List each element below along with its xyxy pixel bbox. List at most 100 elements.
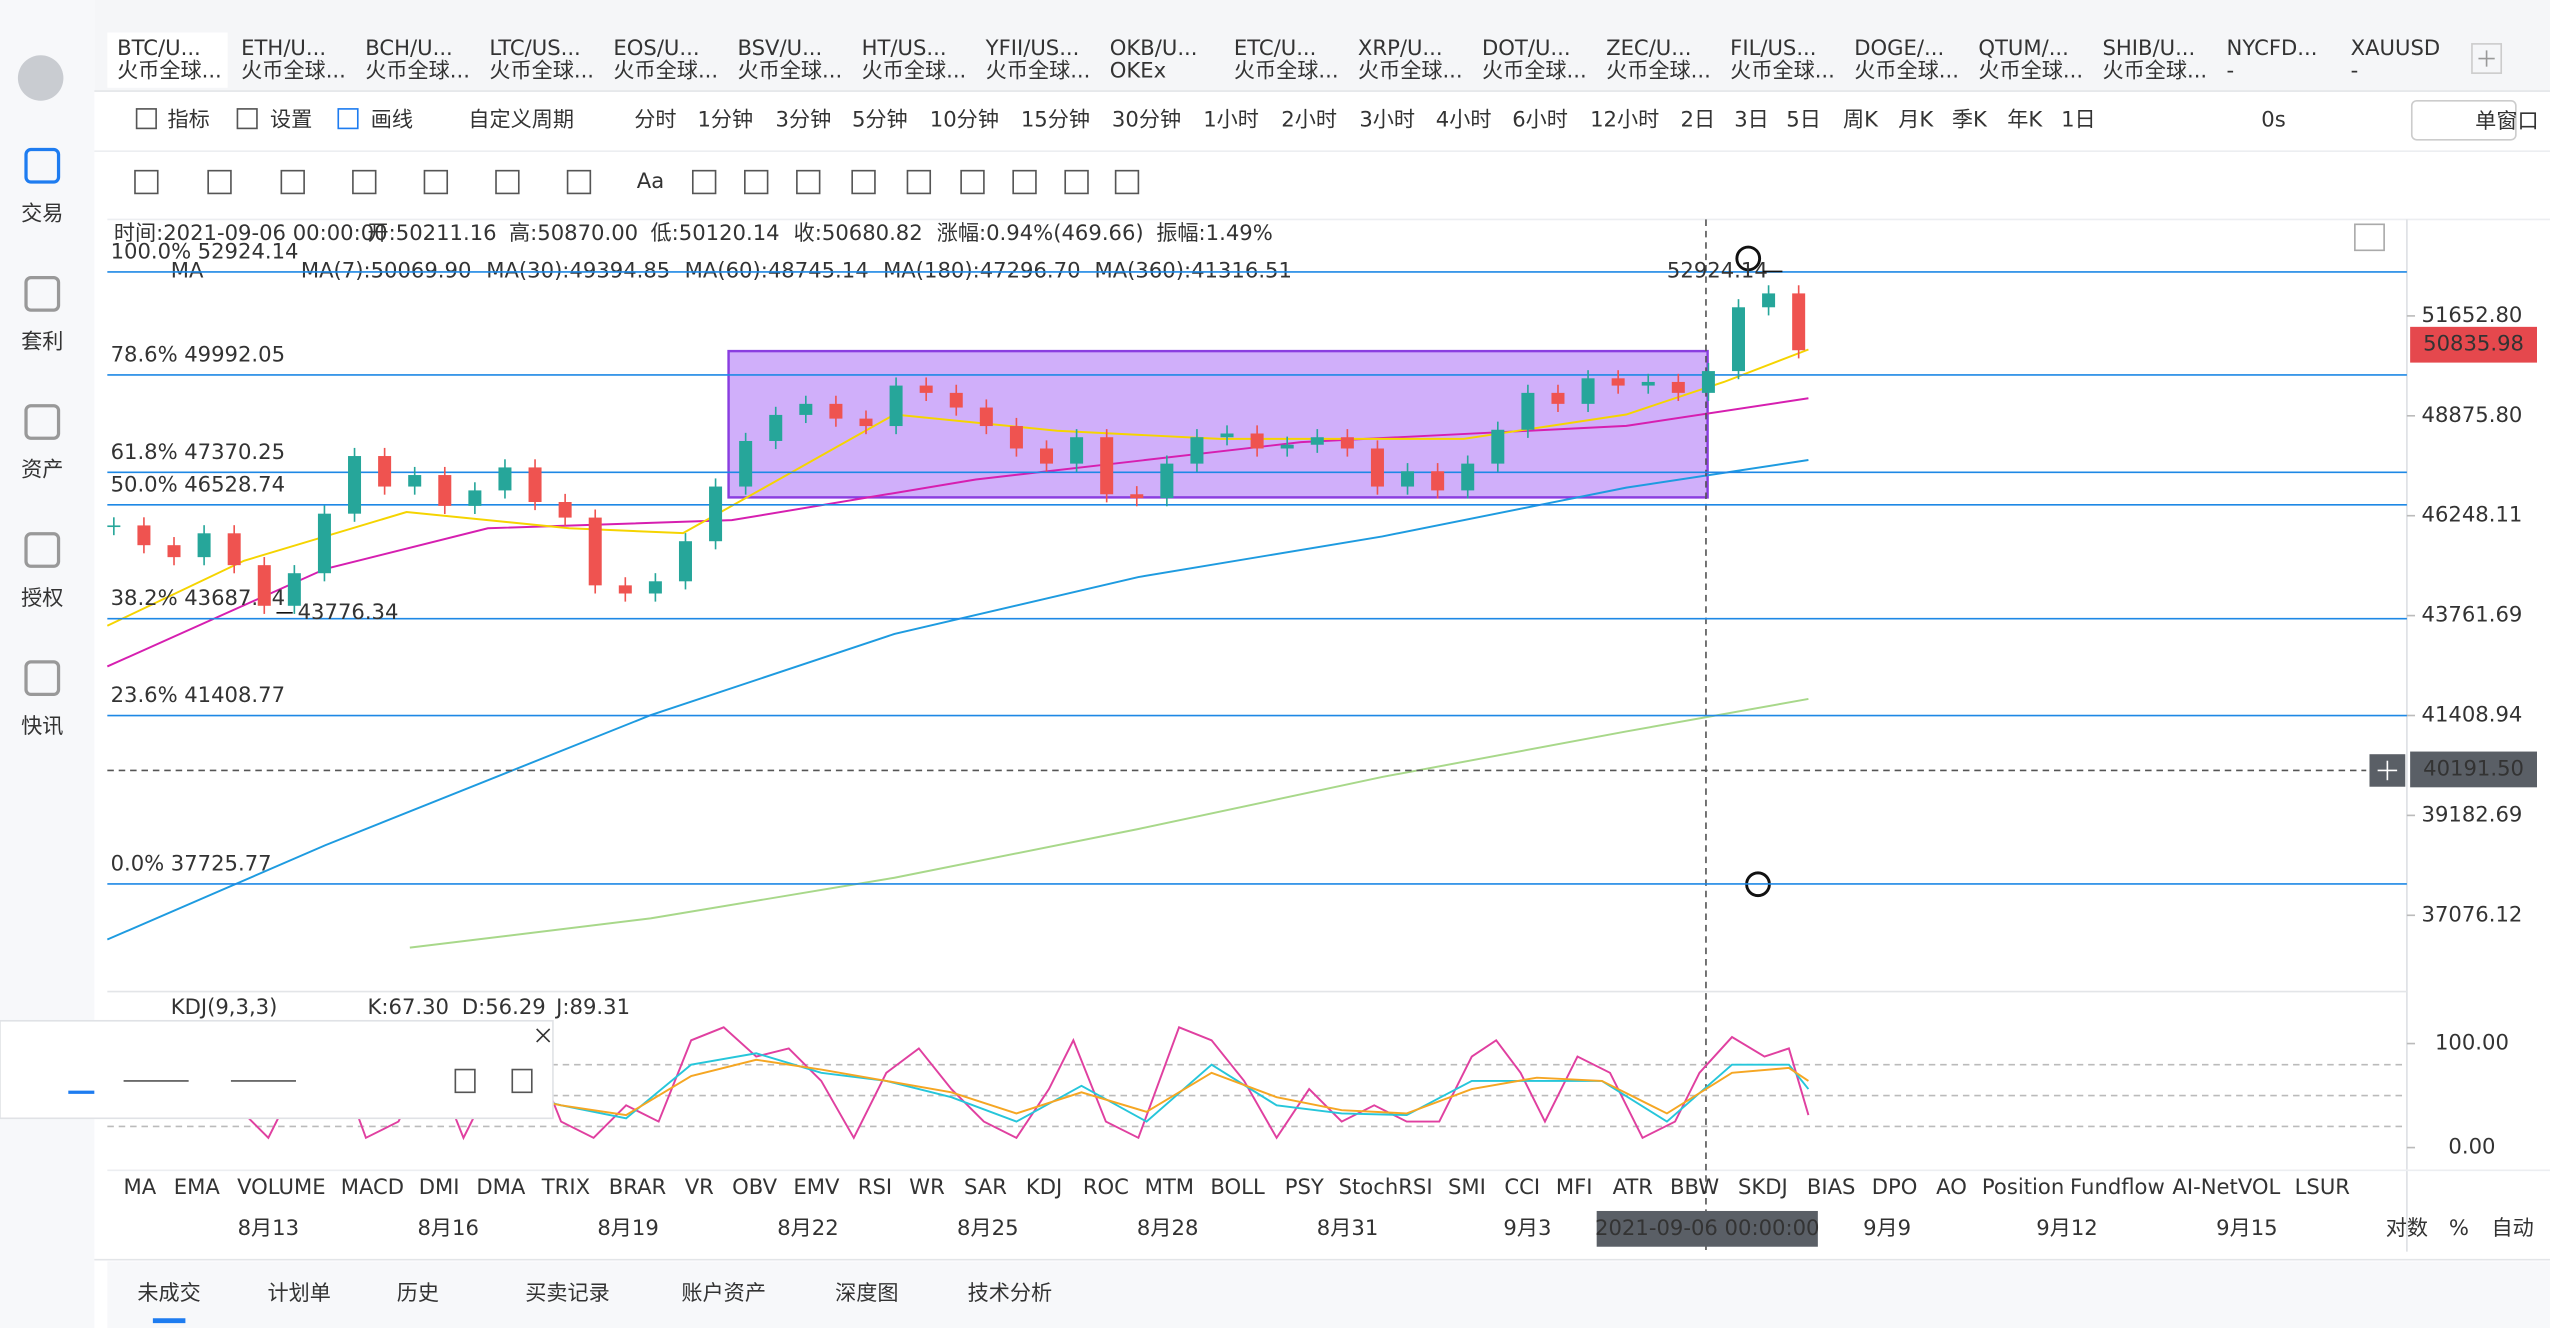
draw-tool[interactable] bbox=[1114, 169, 1140, 195]
period[interactable]: 4小时 bbox=[1436, 106, 1492, 131]
close-icon[interactable] bbox=[536, 1028, 551, 1043]
bottom-tab[interactable]: 计划单 bbox=[268, 1280, 331, 1305]
period[interactable]: 3小时 bbox=[1359, 106, 1415, 131]
tab-title[interactable]: ETH/U... bbox=[241, 35, 326, 60]
lock-icon[interactable] bbox=[454, 1068, 476, 1094]
fullscreen-icon[interactable] bbox=[2354, 223, 2385, 252]
period[interactable]: 1分钟 bbox=[697, 106, 753, 131]
indicator-tab[interactable]: MACD bbox=[341, 1174, 404, 1199]
period-select[interactable]: 自定义周期 bbox=[468, 106, 574, 131]
period[interactable]: 1小时 bbox=[1203, 106, 1259, 131]
indicator-tab[interactable]: PSY bbox=[1285, 1174, 1324, 1199]
indicator-tab[interactable]: BBW bbox=[1670, 1174, 1719, 1199]
tab-title[interactable]: EOS/U... bbox=[613, 35, 699, 60]
indicator-tab[interactable]: BRAR bbox=[609, 1174, 667, 1199]
draw-tool[interactable] bbox=[207, 169, 232, 195]
period[interactable]: 3日 bbox=[1734, 106, 1769, 131]
tab-title[interactable]: YFII/US... bbox=[985, 35, 1080, 60]
sidebar-label[interactable]: 授权 bbox=[21, 585, 63, 610]
indicator-tab[interactable]: VOLUME bbox=[237, 1174, 325, 1199]
indicator-tab[interactable]: Fundflow bbox=[2070, 1174, 2165, 1199]
tab-title[interactable]: BSV/U... bbox=[738, 35, 823, 60]
period[interactable]: 5日 bbox=[1786, 106, 1821, 131]
indicator-tab[interactable]: RSI bbox=[858, 1174, 892, 1199]
draw-tool[interactable] bbox=[423, 169, 449, 195]
draw-tool[interactable]: Aa bbox=[637, 168, 664, 193]
period[interactable]: 月K bbox=[1898, 106, 1934, 131]
sidebar-label[interactable]: 交易 bbox=[21, 201, 63, 226]
tab-title[interactable]: HT/US... bbox=[862, 35, 947, 60]
tab-title[interactable]: ETC/U... bbox=[1234, 35, 1317, 60]
indicator-tab[interactable]: WR bbox=[909, 1174, 945, 1199]
indicator-tab[interactable]: EMV bbox=[793, 1174, 840, 1199]
indicator-tab[interactable]: StochRSI bbox=[1339, 1174, 1433, 1199]
axis-mode[interactable]: % bbox=[2449, 1215, 2469, 1240]
draw-tool[interactable] bbox=[1064, 169, 1089, 195]
tab-title[interactable]: DOT/U... bbox=[1482, 35, 1571, 60]
bottom-tab[interactable]: 未成交 bbox=[137, 1280, 200, 1305]
period[interactable]: 季K bbox=[1952, 106, 1988, 131]
logo[interactable] bbox=[17, 55, 64, 101]
period[interactable]: 12小时 bbox=[1590, 106, 1659, 131]
indicator-tab[interactable]: VR bbox=[685, 1174, 714, 1199]
draw-tool[interactable] bbox=[566, 169, 592, 195]
bottom-tab[interactable]: 历史 bbox=[397, 1280, 439, 1305]
indicator-tab[interactable]: DMA bbox=[476, 1174, 526, 1199]
add-tab[interactable] bbox=[2471, 43, 2503, 74]
period[interactable]: 6小时 bbox=[1512, 106, 1568, 131]
tab-title[interactable]: NYCFD... bbox=[2227, 35, 2318, 60]
indicator-tab[interactable]: SMI bbox=[1448, 1174, 1486, 1199]
tab-title[interactable]: XAUUSD bbox=[2351, 35, 2441, 60]
bottom-tab[interactable]: 买卖记录 bbox=[525, 1280, 610, 1305]
period[interactable]: 1日 bbox=[2061, 106, 2096, 131]
draw-tool[interactable] bbox=[495, 169, 520, 195]
indicator-tab[interactable]: TRIX bbox=[541, 1174, 590, 1199]
draw-tool[interactable] bbox=[851, 169, 876, 195]
bottom-tab[interactable]: 账户资产 bbox=[681, 1280, 766, 1305]
indicator-tab[interactable]: AO bbox=[1936, 1174, 1967, 1199]
tab-title[interactable]: BTC/U... bbox=[117, 35, 201, 60]
period[interactable]: 10分钟 bbox=[930, 106, 999, 131]
tab-title[interactable]: OKB/U... bbox=[1110, 35, 1198, 60]
draw-handle[interactable] bbox=[1735, 245, 1762, 272]
tab-title[interactable]: QTUM/... bbox=[1978, 35, 2069, 60]
indicator-tab[interactable]: MFI bbox=[1556, 1174, 1593, 1199]
indicator-tab[interactable]: MA bbox=[124, 1174, 157, 1199]
indicator-tab[interactable]: DPO bbox=[1872, 1174, 1918, 1199]
tab-title[interactable]: LTC/US... bbox=[489, 35, 580, 60]
sidebar-label[interactable]: 资产 bbox=[21, 457, 63, 482]
toolbar-button[interactable]: 画线 bbox=[371, 106, 413, 131]
draw-tool[interactable] bbox=[1012, 169, 1037, 195]
draw-tool[interactable] bbox=[796, 169, 821, 195]
window-select[interactable] bbox=[2410, 99, 2517, 141]
draw-tool[interactable] bbox=[691, 169, 717, 195]
period[interactable]: 分时 bbox=[634, 106, 676, 131]
indicator-tab[interactable]: ATR bbox=[1613, 1174, 1654, 1199]
indicator-tab[interactable]: CCI bbox=[1504, 1174, 1540, 1199]
draw-tool[interactable] bbox=[960, 169, 985, 195]
period[interactable]: 2小时 bbox=[1281, 106, 1337, 131]
draw-tool[interactable] bbox=[906, 169, 932, 195]
period[interactable]: 年K bbox=[2007, 106, 2043, 131]
indicator-tab[interactable]: ROC bbox=[1083, 1174, 1129, 1199]
toolbar-button[interactable]: 设置 bbox=[270, 106, 312, 131]
indicator-tab[interactable]: Position bbox=[1982, 1174, 2064, 1199]
tab-title[interactable]: FIL/US... bbox=[1730, 35, 1816, 60]
tab-title[interactable]: XRP/U... bbox=[1358, 35, 1443, 60]
tab-title[interactable]: SHIB/U... bbox=[2102, 35, 2195, 60]
delete-icon[interactable] bbox=[511, 1068, 533, 1094]
indicator-tab[interactable]: SKDJ bbox=[1738, 1174, 1788, 1199]
indicator-tab[interactable]: MTM bbox=[1145, 1174, 1194, 1199]
period[interactable]: 30分钟 bbox=[1112, 106, 1181, 131]
tab-title[interactable]: ZEC/U... bbox=[1606, 35, 1691, 60]
period[interactable]: 15分钟 bbox=[1021, 106, 1090, 131]
toolbar-button[interactable]: 指标 bbox=[168, 106, 210, 131]
indicator-tab[interactable]: KDJ bbox=[1026, 1174, 1062, 1199]
period[interactable]: 2日 bbox=[1681, 106, 1716, 131]
indicator-tab[interactable]: AI-NetVOL bbox=[2172, 1174, 2280, 1199]
period[interactable]: 周K bbox=[1843, 106, 1879, 131]
window-label[interactable]: 单窗口 bbox=[2475, 108, 2538, 133]
tab-title[interactable]: BCH/U... bbox=[365, 35, 453, 60]
axis-mode[interactable]: 自动 bbox=[2491, 1215, 2533, 1240]
draw-tool[interactable] bbox=[280, 169, 305, 195]
